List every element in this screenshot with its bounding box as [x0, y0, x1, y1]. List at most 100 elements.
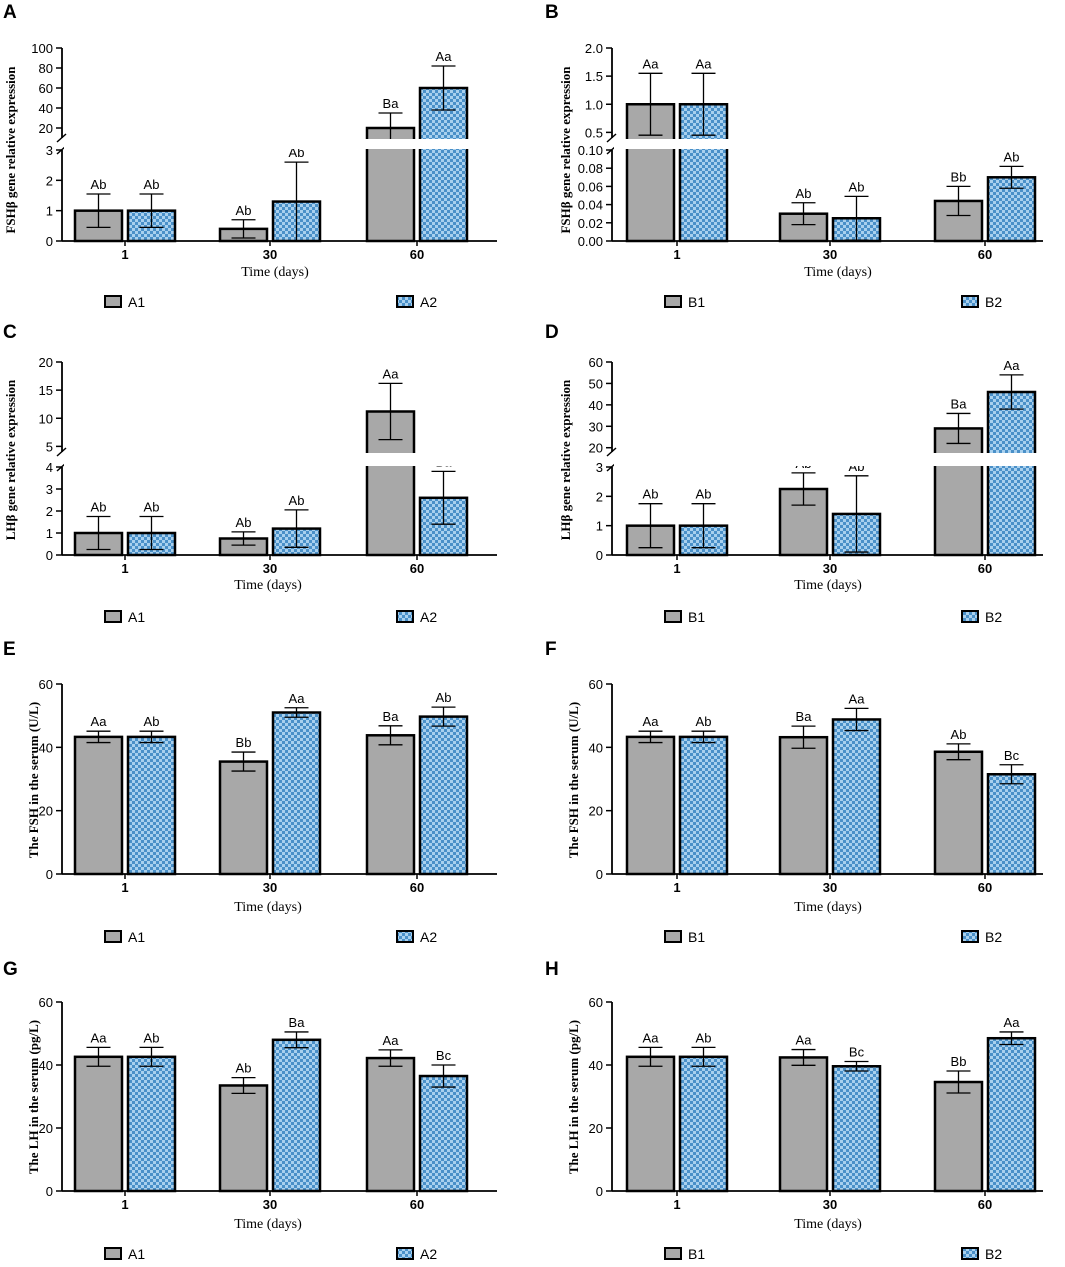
data-label: Ab	[436, 690, 452, 705]
y-tick-label: 0.06	[578, 179, 603, 194]
y-axis-label: LHβ gene relative expression	[558, 379, 573, 540]
x-tick-label: 30	[823, 880, 837, 895]
legend-swatch-a1	[104, 295, 122, 308]
y-tick-label: 1	[596, 519, 603, 534]
data-label: Aa	[436, 49, 453, 64]
x-tick-label: 60	[410, 247, 424, 262]
y-tick-label: 3	[596, 460, 603, 475]
panel-label: E	[3, 639, 16, 660]
legend-label-b1: B1	[688, 609, 705, 625]
legend-label-a1: A1	[128, 609, 145, 625]
y-axis-label: The FSH in the serum (U/L)	[26, 702, 41, 858]
bar-b2-1	[678, 735, 729, 876]
bar-b1-30	[778, 735, 829, 876]
y-tick-label: 1	[46, 526, 53, 541]
data-label: Ab	[849, 179, 865, 194]
data-label: Aa	[383, 1033, 400, 1048]
panel-g: G The LH in the serum (pg/L) 0 20 40 60 Aa Ab 1 A…	[3, 959, 497, 1262]
bar-b1-30	[778, 1056, 829, 1193]
y-tick-label: 0	[596, 548, 603, 563]
y-tick-label: 0	[46, 234, 53, 249]
bar-b2-60	[986, 1036, 1037, 1193]
y-tick-label: 60	[589, 995, 603, 1010]
y-tick-label: 1.0	[585, 97, 603, 112]
bar-a2-60	[418, 1074, 469, 1193]
bar-a1-60	[365, 1056, 416, 1193]
axis-gap	[64, 453, 499, 466]
x-tick-label: 60	[978, 880, 992, 895]
data-label: Bc	[436, 1048, 452, 1063]
x-tick-label: 1	[673, 561, 680, 576]
y-axis-label: FSHβ gene relative expression	[3, 66, 18, 234]
data-label: Aa	[796, 1033, 813, 1048]
bar-a1-30	[218, 760, 269, 876]
legend-swatch-b1	[664, 1247, 682, 1260]
legend-swatch-a1	[104, 610, 122, 623]
data-label: Ba	[289, 1015, 306, 1030]
y-axis-label: The LH in the serum (pg/L)	[566, 1020, 581, 1174]
x-axis-label: Time (days)	[234, 1217, 302, 1232]
y-axis-label: FSHβ gene relative expression	[558, 66, 573, 234]
data-label: Ab	[796, 186, 812, 201]
data-label: Ab	[696, 487, 712, 502]
y-axis-label: The FSH in the serum (U/L)	[566, 702, 581, 858]
x-axis-label: Time (days)	[804, 265, 872, 280]
data-label: Bb	[951, 169, 967, 184]
legend-swatch-b2	[961, 930, 979, 943]
data-label: Ab	[144, 714, 160, 729]
legend-label-b2: B2	[985, 609, 1002, 625]
x-tick-label: 1	[673, 1197, 680, 1212]
legend-swatch-a2	[396, 1247, 414, 1260]
y-tick-label: 0.02	[578, 216, 603, 231]
x-axis-label: Time (days)	[241, 265, 309, 280]
data-label: Ab	[289, 493, 305, 508]
y-tick-label: 0	[46, 548, 53, 563]
panel-a: A FSHβ gene relative expression 0 1 2 3 20 40 60…	[3, 2, 499, 310]
y-tick-label: 40	[589, 740, 603, 755]
data-label: Ab	[144, 500, 160, 515]
data-label: Ba	[383, 709, 400, 724]
data-label: Ab	[1004, 149, 1020, 164]
legend-swatch-b2	[961, 295, 979, 308]
data-label: Ab	[643, 487, 659, 502]
y-tick-label: 20	[39, 121, 53, 136]
y-tick-label: 80	[39, 61, 53, 76]
y-tick-label: 20	[589, 1121, 603, 1136]
y-tick-label: 15	[39, 383, 53, 398]
panel-label: D	[545, 322, 559, 343]
legend-label-b1: B1	[688, 1246, 705, 1262]
y-tick-label: 4	[46, 460, 53, 475]
bar-a2-30	[271, 711, 322, 876]
y-tick-label: 0.5	[585, 125, 603, 140]
x-tick-label: 60	[410, 561, 424, 576]
bar-a2-30	[271, 1038, 322, 1193]
data-label: Ab	[91, 177, 107, 192]
legend-swatch-a2	[396, 295, 414, 308]
panel-h: H The LH in the serum (pg/L) 0 20 40 60 Aa Ab 1 A…	[545, 959, 1043, 1262]
y-tick-label: 10	[39, 411, 53, 426]
x-tick-label: 30	[263, 561, 277, 576]
axis-gap	[614, 139, 1045, 149]
legend-label-a2: A2	[420, 609, 437, 625]
legend-label-b1: B1	[688, 929, 705, 945]
y-axis-label: The LH in the serum (pg/L)	[26, 1020, 41, 1174]
data-label: Aa	[1004, 358, 1021, 373]
bar-a2-1	[126, 735, 177, 876]
data-label: Ab	[696, 714, 712, 729]
data-label: Ab	[696, 1030, 712, 1045]
legend-label-b2: B2	[985, 1246, 1002, 1262]
x-tick-label: 30	[263, 247, 277, 262]
y-tick-label: 0	[596, 1184, 603, 1199]
legend-label-a2: A2	[420, 929, 437, 945]
data-label: Aa	[91, 1030, 108, 1045]
bar-b2-30	[831, 718, 882, 876]
data-label: Bb	[951, 1054, 967, 1069]
y-tick-label: 0	[596, 867, 603, 882]
legend-label-b1: B1	[688, 294, 705, 310]
legend-swatch-a2	[396, 610, 414, 623]
legend-swatch-b1	[664, 295, 682, 308]
y-tick-label: 40	[39, 1058, 53, 1073]
legend-swatch-b2	[961, 610, 979, 623]
x-axis-label: Time (days)	[794, 1217, 862, 1232]
